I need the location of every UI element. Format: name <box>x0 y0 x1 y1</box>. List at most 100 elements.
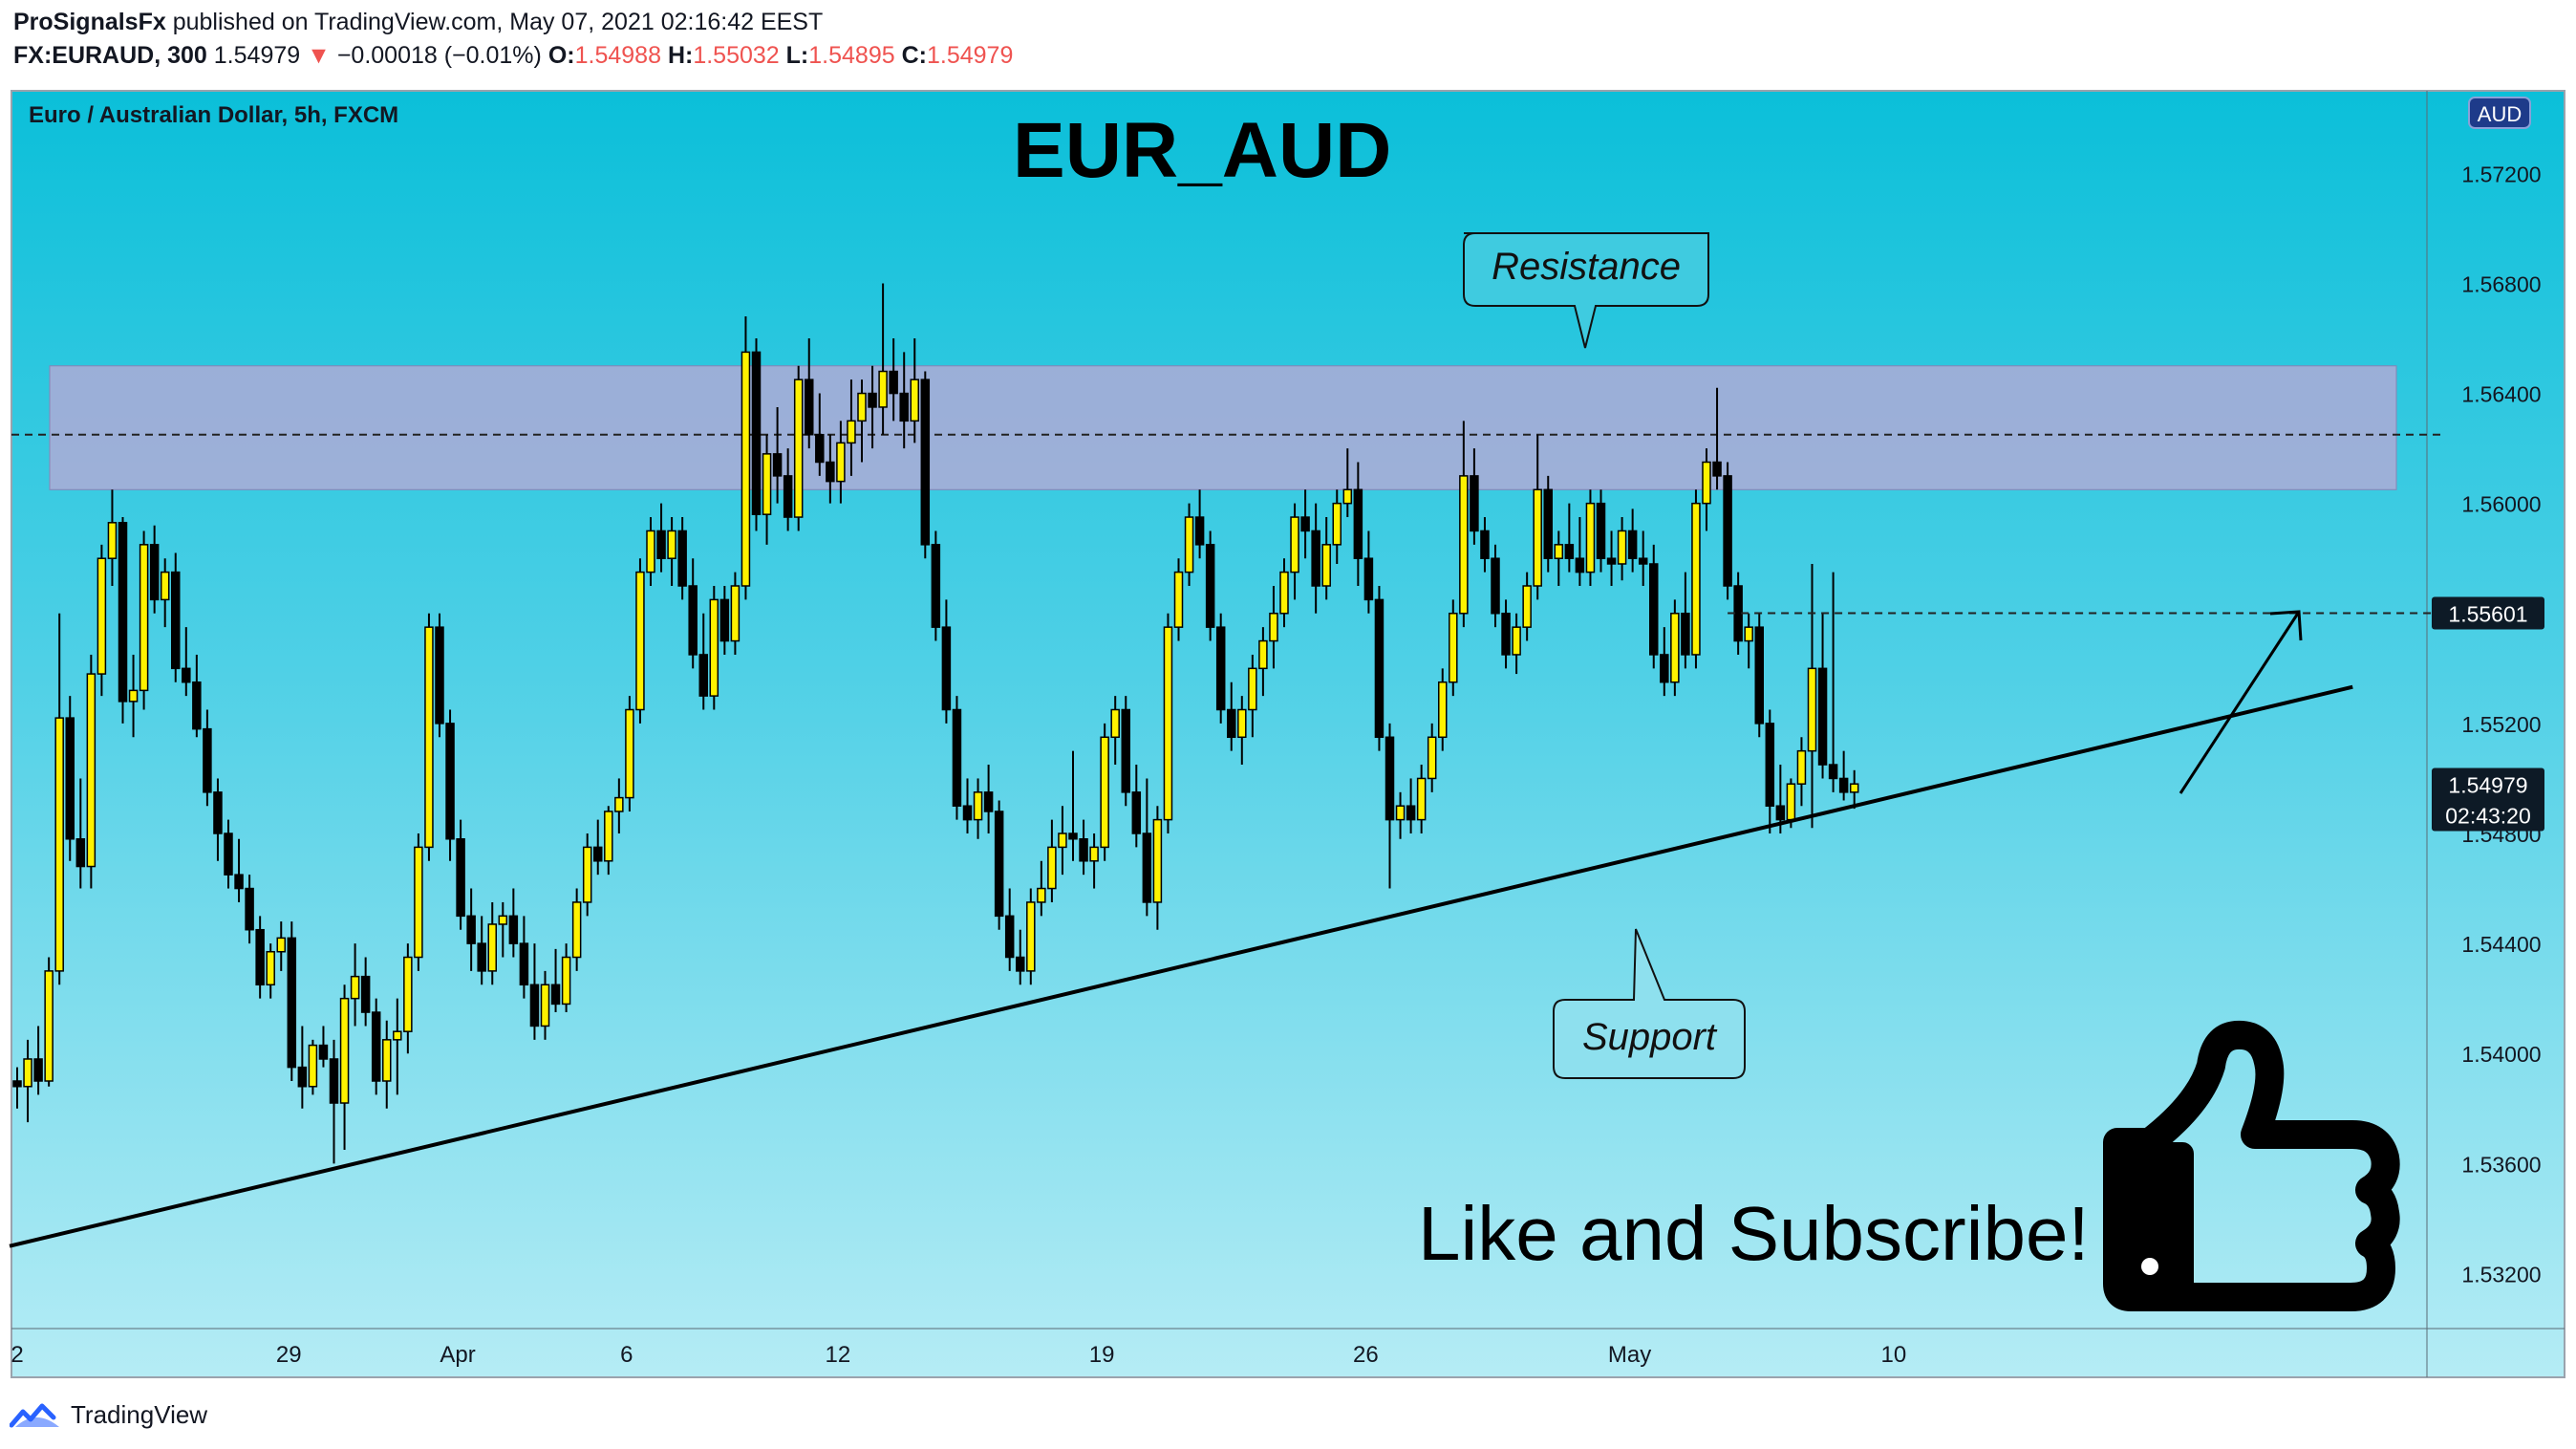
candle <box>1269 586 1278 669</box>
currency-badge[interactable]: AUD <box>2468 97 2531 129</box>
candle-body-up <box>1037 887 1046 903</box>
candle-body-up <box>582 846 592 903</box>
close-value: 1.54979 <box>926 42 1014 69</box>
candle <box>1184 503 1194 586</box>
resistance-zone[interactable] <box>49 365 2397 490</box>
candle <box>192 654 202 738</box>
candle-body-up <box>847 420 856 444</box>
candle <box>65 696 75 861</box>
candle-body-down <box>360 975 371 1013</box>
candle <box>414 833 423 971</box>
candle <box>318 1026 329 1068</box>
candle-body-up <box>44 970 54 1082</box>
candle <box>360 957 371 1027</box>
candle <box>783 448 793 531</box>
candle <box>1491 544 1500 628</box>
candle-body-up <box>614 796 624 812</box>
chart-title: EUR_AUD <box>1013 107 1391 194</box>
candle-body-down <box>445 723 455 840</box>
candle-body-up <box>139 544 149 692</box>
candle-body-down <box>899 392 909 422</box>
candle <box>1754 613 1764 738</box>
candle <box>350 943 360 1027</box>
candle <box>445 709 455 861</box>
candle-body-up <box>1395 805 1406 821</box>
candle-body-up <box>414 846 423 959</box>
footer-brand[interactable]: TradingView <box>10 1397 207 1432</box>
x-tick-label: 29 <box>276 1342 302 1368</box>
candle <box>1194 489 1205 559</box>
last-price: 1.54979 <box>213 42 301 69</box>
candle-body-down <box>371 1011 381 1082</box>
candle-body-down <box>962 805 973 821</box>
candle-body-up <box>910 378 919 422</box>
candle-body-down <box>1754 626 1764 724</box>
candle-body-down <box>1385 736 1395 821</box>
candle-body-up <box>604 811 613 862</box>
x-tick-label: 10 <box>1880 1342 1906 1368</box>
candle <box>1575 517 1585 586</box>
change-value: −0.00018 (−0.01%) <box>336 42 542 69</box>
candle <box>1237 696 1247 766</box>
candle-body-down <box>719 598 730 642</box>
candle <box>836 421 846 504</box>
projection-arrow-head-icon <box>2269 610 2303 641</box>
candle <box>1385 723 1395 889</box>
candle <box>1807 563 1817 829</box>
high-label: H: <box>667 42 694 69</box>
candle <box>805 338 814 449</box>
candle-body-down <box>33 1058 43 1082</box>
candle <box>772 406 783 504</box>
candle-body-down <box>677 530 687 587</box>
candle <box>973 778 983 839</box>
support-trendline[interactable] <box>9 684 2353 1248</box>
candle <box>1374 586 1385 751</box>
candle-body-down <box>1016 956 1025 972</box>
candle <box>466 888 476 971</box>
candle <box>1660 627 1669 697</box>
candle <box>1554 530 1564 586</box>
candle <box>540 970 550 1040</box>
candle-body-up <box>308 1044 318 1088</box>
candle <box>1828 572 1838 792</box>
candle-body-up <box>1427 736 1437 780</box>
candle <box>593 819 603 876</box>
candle <box>97 544 107 697</box>
projection-arrow[interactable] <box>2179 611 2301 794</box>
resistance-callout[interactable]: Resistance <box>1463 232 1709 349</box>
candle-body-down <box>171 571 181 670</box>
candle-body-up <box>1290 516 1299 573</box>
support-callout[interactable]: Support <box>1553 928 1746 1079</box>
candle-body-up <box>1342 488 1353 505</box>
candle-body-down <box>1068 833 1078 840</box>
candle-body-up <box>1321 544 1331 587</box>
candle <box>403 943 413 1054</box>
candle-body-down <box>1723 475 1732 587</box>
candle-body-down <box>1205 544 1215 628</box>
candle <box>1205 530 1215 641</box>
candle <box>1522 572 1532 641</box>
candle-body-down <box>1649 563 1659 656</box>
candle-body-down <box>1311 530 1320 587</box>
candle <box>1817 613 1828 779</box>
candle-body-up <box>1163 626 1173 821</box>
candle-body-down <box>1817 667 1828 766</box>
candle-body-up <box>1807 667 1817 752</box>
candle-body-up <box>1047 846 1057 890</box>
resistance-label: Resistance <box>1492 246 1681 288</box>
publisher-name[interactable]: ProSignalsFx <box>13 9 166 35</box>
candle-body-down <box>1406 805 1416 821</box>
candle-body-down <box>1227 708 1236 739</box>
candle-body-up <box>160 571 170 601</box>
candle <box>234 838 244 902</box>
candle-body-down <box>1765 723 1775 807</box>
candle-body-up <box>1449 613 1458 683</box>
candle <box>1406 778 1416 833</box>
candle <box>709 586 719 710</box>
candle-body-down <box>329 1058 339 1104</box>
candle <box>139 530 149 710</box>
change-arrow-icon: ▼ <box>307 42 331 69</box>
candle <box>677 517 687 600</box>
candle <box>847 379 856 476</box>
